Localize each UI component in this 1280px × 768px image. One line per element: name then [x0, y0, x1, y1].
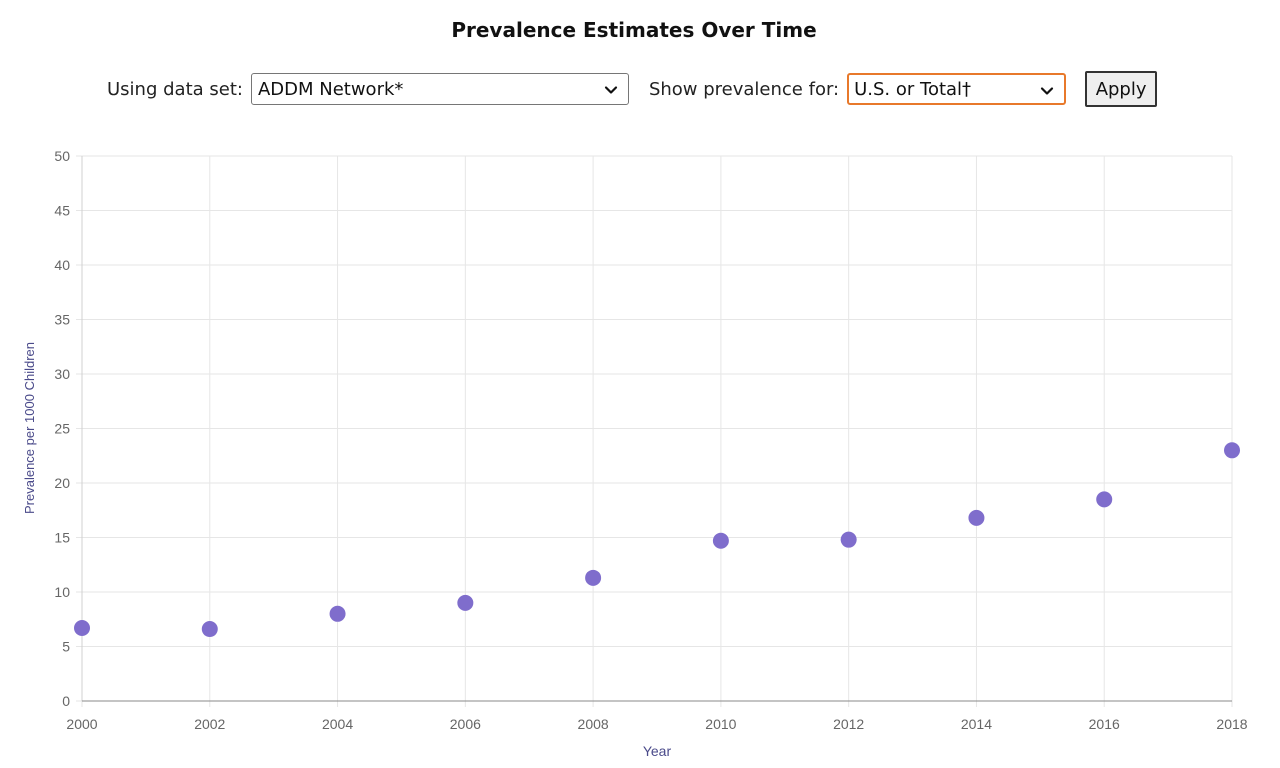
y-tick-label: 30: [54, 366, 70, 382]
data-point: [329, 605, 346, 622]
x-axis-title: Year: [643, 743, 672, 759]
x-tick-label: 2018: [1216, 716, 1247, 732]
x-tick-label: 2014: [961, 716, 992, 732]
chart-title: Prevalence Estimates Over Time: [451, 18, 817, 42]
y-tick-label: 35: [54, 312, 70, 328]
x-tick-label: 2000: [66, 716, 97, 732]
data-point: [457, 594, 474, 611]
y-tick-label: 0: [62, 693, 70, 709]
y-tick-labels: 0 5 10 15 20 25 30 35 40 45 50: [54, 148, 70, 709]
chevron-down-icon: [604, 86, 618, 94]
x-tick-label: 2010: [705, 716, 736, 732]
x-tick-label: 2012: [833, 716, 864, 732]
x-tick-label: 2004: [322, 716, 353, 732]
y-tick-label: 45: [54, 203, 70, 219]
data-points: [74, 442, 1240, 638]
dataset-label: Using data set:: [107, 78, 243, 100]
y-tick-label: 40: [54, 257, 70, 273]
x-tick-labels: 2000 2002 2004 2006 2008 2010 2012 2014 2016 2018: [66, 716, 1247, 732]
apply-button[interactable]: Apply: [1085, 71, 1158, 107]
x-tick-label: 2006: [450, 716, 481, 732]
x-tick-label: 2008: [578, 716, 609, 732]
data-point: [1096, 491, 1113, 508]
dataset-select-value: ADDM Network*: [257, 78, 404, 100]
region-select[interactable]: U.S. or Total†: [847, 73, 1067, 105]
region-select-value: U.S. or Total†: [854, 78, 972, 100]
data-point: [712, 532, 729, 549]
y-tick-label: 5: [62, 639, 70, 655]
data-point: [968, 509, 985, 526]
y-tick-label: 25: [54, 421, 70, 437]
y-axis-title: Prevalence per 1000 Children: [22, 342, 37, 514]
y-tick-label: 15: [54, 530, 70, 546]
dataset-select[interactable]: ADDM Network*: [250, 73, 629, 105]
y-tick-label: 50: [54, 148, 70, 164]
filter-controls: Using data set: ADDM Network* Show preva…: [107, 71, 1158, 107]
x-tick-label: 2002: [194, 716, 225, 732]
data-point: [840, 531, 857, 548]
data-point: [585, 569, 602, 586]
y-tick-label: 20: [54, 475, 70, 491]
data-point: [1224, 442, 1240, 459]
axes: [81, 156, 1232, 702]
chevron-down-icon: [1041, 87, 1054, 95]
y-tick-label: 10: [54, 584, 70, 600]
x-tick-label: 2016: [1089, 716, 1120, 732]
data-point: [201, 621, 218, 638]
data-point: [74, 619, 90, 636]
grid-lines: [76, 155, 1233, 707]
region-label: Show prevalence for:: [648, 78, 840, 100]
